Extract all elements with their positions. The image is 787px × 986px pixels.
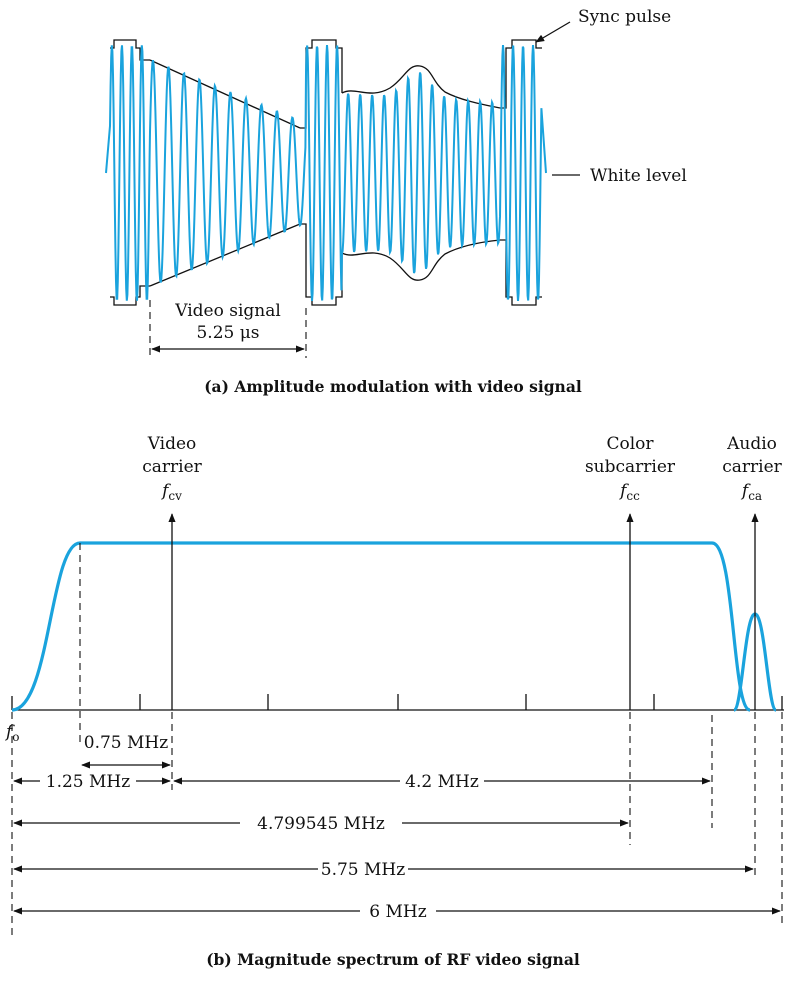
dim-1-25-label: 1.25 MHz — [46, 772, 130, 792]
dim-4-2-label: 4.2 MHz — [405, 772, 479, 792]
caption-b: (b) Magnitude spectrum of RF video signa… — [206, 950, 580, 969]
envelope-segment-2-lower — [341, 239, 501, 281]
dim-5-75-label: 5.75 MHz — [321, 860, 405, 880]
envelope-segment-1-lower — [149, 223, 301, 287]
video-carrier-line2: carrier — [142, 457, 202, 477]
envelope-segment-2-upper — [341, 65, 501, 109]
origin-frequency-label: fo — [4, 722, 20, 744]
video-spectrum-envelope — [11, 541, 751, 712]
sync-pulse-3-top — [500, 39, 542, 109]
audio-carrier-symbol: fca — [740, 481, 762, 503]
color-subcarrier-line2: subcarrier — [585, 457, 676, 477]
color-subcarrier-line1: Color — [606, 434, 654, 454]
video-carrier-symbol: fcv — [160, 481, 182, 503]
color-subcarrier-symbol: fcc — [618, 481, 640, 503]
video-signal-label: Video signal — [174, 301, 281, 321]
amplitude-modulation-diagram: White level Sync pulse Video signal 5.25… — [105, 7, 687, 396]
dim-0-75-label: 0.75 MHz — [84, 733, 168, 753]
sync-pulse-1-bottom — [110, 285, 150, 306]
white-level-label: White level — [590, 166, 687, 186]
dim-4-799545-label: 4.799545 MHz — [257, 814, 385, 834]
dim-6-label: 6 MHz — [369, 902, 426, 922]
sync-pulse-2-bottom — [300, 223, 343, 306]
sync-pulse-1-top — [110, 39, 150, 61]
axis-ticks — [11, 694, 783, 710]
magnitude-spectrum-diagram: Video carrier fcv Color subcarrier fcc A… — [4, 434, 784, 969]
caption-a: (a) Amplitude modulation with video sign… — [204, 377, 582, 396]
video-carrier-line1: Video — [147, 434, 197, 454]
sync-pulse-arrow — [535, 21, 571, 43]
audio-carrier-line2: carrier — [722, 457, 782, 477]
audio-carrier-line1: Audio — [726, 434, 777, 454]
sync-pulse-label: Sync pulse — [578, 7, 671, 27]
modulated-carrier-wave — [105, 45, 547, 301]
video-signal-duration-label: 5.25 μs — [196, 323, 259, 343]
